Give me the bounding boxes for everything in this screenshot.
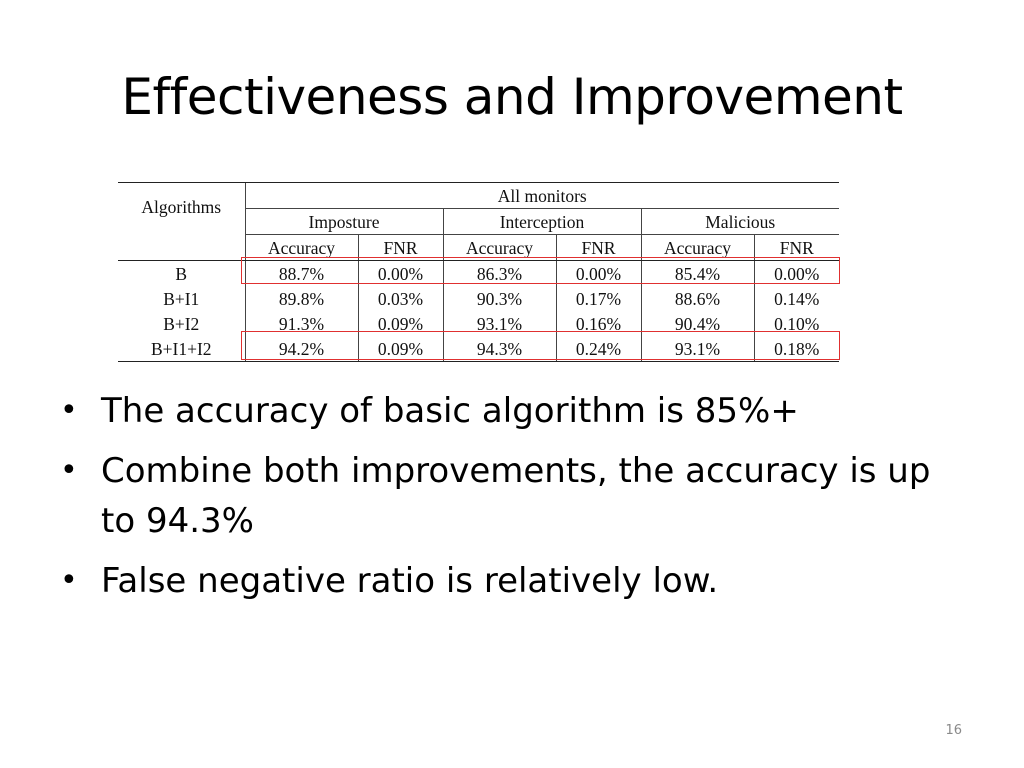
value-cell: 86.3% xyxy=(442,260,556,286)
value-cell: 0.09% xyxy=(357,336,443,362)
table-row: B+I1 89.8% 0.03% 90.3% 0.17% 88.6% 0.14% xyxy=(118,286,839,311)
value-cell: 0.00% xyxy=(753,260,839,286)
value-cell: 88.7% xyxy=(244,260,358,286)
metric-header: Accuracy xyxy=(640,234,754,261)
bullet-item: • Combine both improvements, the accurac… xyxy=(60,446,960,546)
value-cell: 0.00% xyxy=(555,260,641,286)
category-header-interception: Interception xyxy=(442,208,641,235)
value-cell: 0.24% xyxy=(555,336,641,362)
bullet-dot-icon: • xyxy=(60,563,78,598)
metric-header: Accuracy xyxy=(244,234,358,261)
value-cell: 89.8% xyxy=(244,286,358,311)
value-cell: 90.4% xyxy=(640,311,754,336)
metric-header: FNR xyxy=(555,234,641,261)
highlight-box-row-b-i1-i2 xyxy=(241,331,840,360)
all-monitors-header: All monitors xyxy=(244,182,839,209)
category-header-malicious: Malicious xyxy=(640,208,839,235)
slide-number: 16 xyxy=(945,723,962,738)
highlight-box-row-b xyxy=(241,257,840,284)
bullet-dot-icon: • xyxy=(60,453,78,488)
value-cell: 90.3% xyxy=(442,286,556,311)
value-cell: 0.18% xyxy=(753,336,839,362)
value-cell: 0.00% xyxy=(357,260,443,286)
metric-header: Accuracy xyxy=(442,234,556,261)
metric-header: FNR xyxy=(753,234,839,261)
metric-header: FNR xyxy=(357,234,443,261)
bullet-list: • The accuracy of basic algorithm is 85%… xyxy=(60,386,960,616)
value-cell: 0.03% xyxy=(357,286,443,311)
algorithm-cell: B+I1+I2 xyxy=(118,336,245,362)
bullet-dot-icon: • xyxy=(60,393,78,428)
bullet-item: • False negative ratio is relatively low… xyxy=(60,556,960,606)
bullet-text: False negative ratio is relatively low. xyxy=(101,561,719,601)
results-table: Algorithms All monitors Imposture Interc… xyxy=(118,182,839,362)
algorithm-cell: B xyxy=(175,263,188,284)
value-cell: 94.3% xyxy=(442,336,556,362)
bullet-text: The accuracy of basic algorithm is 85%+ xyxy=(101,391,799,431)
table-row: B 88.7% 0.00% 86.3% 0.00% 85.4% 0.00% xyxy=(118,260,839,286)
bullet-text: Combine both improvements, the accuracy … xyxy=(101,451,931,541)
value-cell: 85.4% xyxy=(640,260,754,286)
value-cell: 88.6% xyxy=(640,286,754,311)
value-cell: 0.17% xyxy=(555,286,641,311)
algorithm-cell: B+I2 xyxy=(163,313,200,334)
slide-title: Effectiveness and Improvement xyxy=(121,68,903,126)
value-cell: 0.14% xyxy=(753,286,839,311)
bullet-item: • The accuracy of basic algorithm is 85%… xyxy=(60,386,960,436)
value-cell: 94.2% xyxy=(244,336,358,362)
results-table-container: Algorithms All monitors Imposture Interc… xyxy=(118,182,839,362)
table-row: B+I1+I2 94.2% 0.09% 94.3% 0.24% 93.1% 0.… xyxy=(118,336,839,362)
algorithms-header: Algorithms xyxy=(118,182,245,261)
category-header-imposture: Imposture xyxy=(244,208,443,235)
value-cell: 93.1% xyxy=(640,336,754,362)
algorithm-cell: B+I1 xyxy=(163,288,200,309)
